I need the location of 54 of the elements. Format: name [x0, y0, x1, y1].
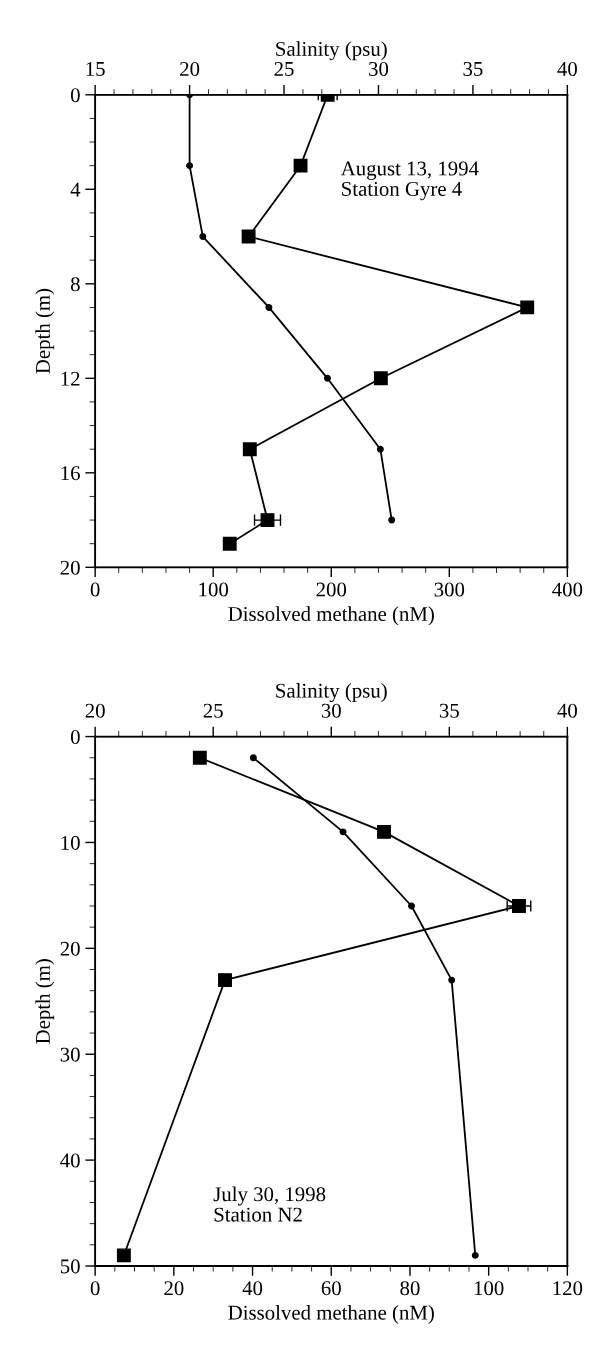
- annotation: July 30, 1998 Station N2: [213, 1186, 326, 1222]
- x2-axis-title: Salinity (psu): [276, 683, 387, 703]
- x2-tick-label: 20: [180, 61, 200, 76]
- annotation: August 13, 1994 Station Gyre 4: [340, 161, 479, 201]
- point: [199, 233, 207, 241]
- y-tick-label: 12: [61, 371, 80, 386]
- x2-tick-label: 15: [86, 62, 105, 76]
- y-tick-label: 20: [60, 941, 80, 956]
- x-axis-title: Dissolved methane (nM): [228, 606, 434, 626]
- x-tick-label: 400: [552, 582, 583, 597]
- x-tick-label: 100: [199, 582, 229, 597]
- x2-tick-label: 35: [463, 61, 483, 76]
- point: [471, 1251, 479, 1259]
- x2-axis-title: Salinity (psu): [276, 41, 387, 61]
- point: [324, 374, 331, 382]
- y-tick-label: 20: [60, 560, 80, 575]
- point: [408, 902, 416, 910]
- y-tick-label: 30: [60, 1047, 80, 1062]
- x-tick-label: 20: [164, 1281, 184, 1296]
- x2-tick-label: 30: [369, 61, 389, 76]
- x2-tick-label: 25: [203, 703, 223, 718]
- point: [186, 162, 194, 170]
- point: [339, 828, 347, 836]
- y-tick-label: 0: [70, 729, 80, 745]
- x2-tick-label: 20: [85, 703, 105, 718]
- y-axis-title: Depth (m): [35, 959, 55, 1044]
- y-tick-label: 50: [60, 1259, 80, 1274]
- point: [388, 516, 396, 524]
- point: [376, 445, 384, 453]
- x-tick-label: 100: [474, 1281, 504, 1296]
- point: [448, 976, 456, 984]
- x2-tick-label: 25: [274, 61, 294, 76]
- x2-tick-label: 40: [557, 61, 577, 76]
- y-tick-label: 40: [60, 1153, 80, 1168]
- y-tick-label: 16: [61, 466, 80, 481]
- x-tick-label: 0: [90, 1281, 100, 1296]
- x-tick-label: 40: [242, 1281, 263, 1296]
- x-tick-label: 200: [316, 582, 347, 597]
- x-tick-label: 300: [434, 582, 465, 597]
- x-tick-label: 0: [90, 582, 100, 597]
- point: [249, 754, 257, 762]
- x2-tick-label: 35: [439, 703, 459, 718]
- x2-tick-label: 30: [321, 703, 341, 718]
- y-tick-label: 10: [61, 835, 80, 850]
- x-tick-label: 80: [400, 1281, 420, 1296]
- x-tick-label: 60: [321, 1281, 341, 1296]
- x2-tick-label: 40: [557, 703, 577, 718]
- x-tick-label: 120: [553, 1281, 583, 1296]
- x-axis-title: Dissolved methane (nM): [228, 1305, 434, 1324]
- y-tick-label: 0: [70, 88, 80, 103]
- y-axis-title: Depth (m): [35, 288, 55, 374]
- point: [265, 303, 273, 311]
- y-tick-label: 4: [70, 182, 81, 197]
- y-tick-label: 8: [70, 277, 80, 292]
